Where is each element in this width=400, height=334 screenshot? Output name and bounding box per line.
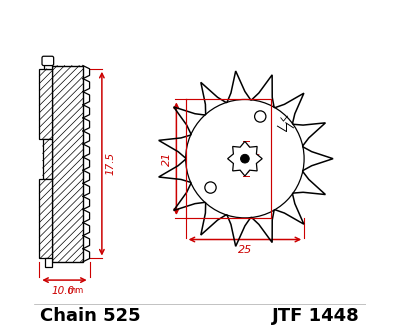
- Text: 25: 25: [238, 245, 252, 256]
- Text: 10.0: 10.0: [51, 286, 74, 296]
- Polygon shape: [39, 179, 52, 259]
- Polygon shape: [45, 259, 52, 267]
- Circle shape: [205, 182, 216, 193]
- Polygon shape: [44, 64, 52, 69]
- Text: mm: mm: [67, 286, 83, 295]
- Polygon shape: [43, 139, 52, 179]
- Text: Chain 525: Chain 525: [40, 307, 141, 325]
- Polygon shape: [39, 69, 52, 139]
- Text: 21: 21: [162, 152, 172, 166]
- Text: 5: 5: [252, 154, 260, 164]
- Polygon shape: [228, 141, 262, 176]
- Circle shape: [255, 111, 266, 122]
- Circle shape: [240, 154, 249, 163]
- Polygon shape: [52, 65, 83, 262]
- Text: JTF 1448: JTF 1448: [272, 307, 360, 325]
- FancyBboxPatch shape: [42, 56, 54, 65]
- Text: 17.5: 17.5: [106, 152, 116, 175]
